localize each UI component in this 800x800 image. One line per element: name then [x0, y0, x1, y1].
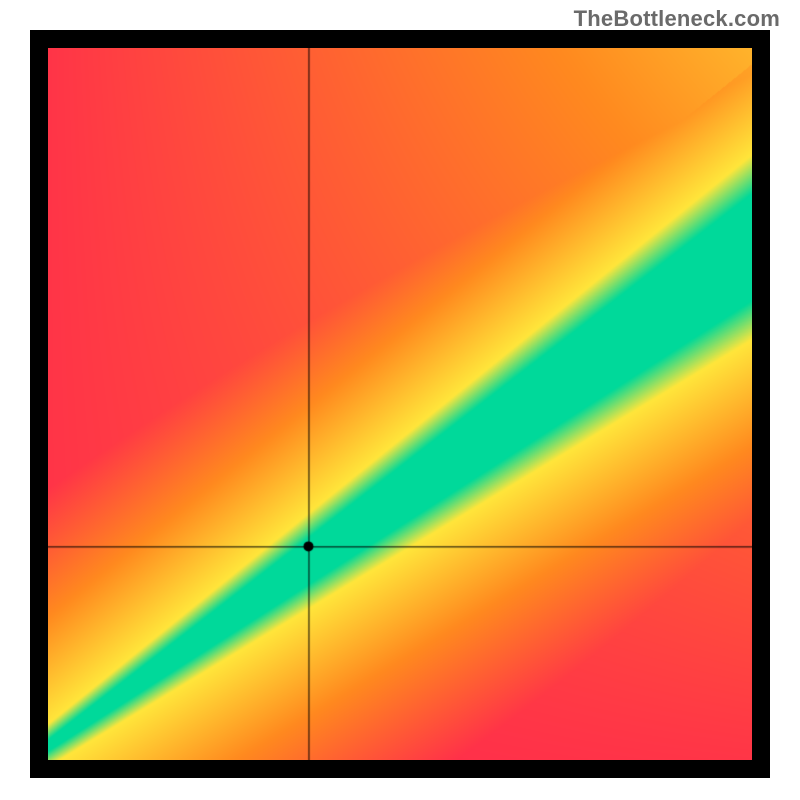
bottleneck-heatmap [48, 48, 752, 760]
plot-border [30, 30, 770, 778]
root-container: TheBottleneck.com [0, 0, 800, 800]
watermark-label: TheBottleneck.com [574, 6, 780, 32]
